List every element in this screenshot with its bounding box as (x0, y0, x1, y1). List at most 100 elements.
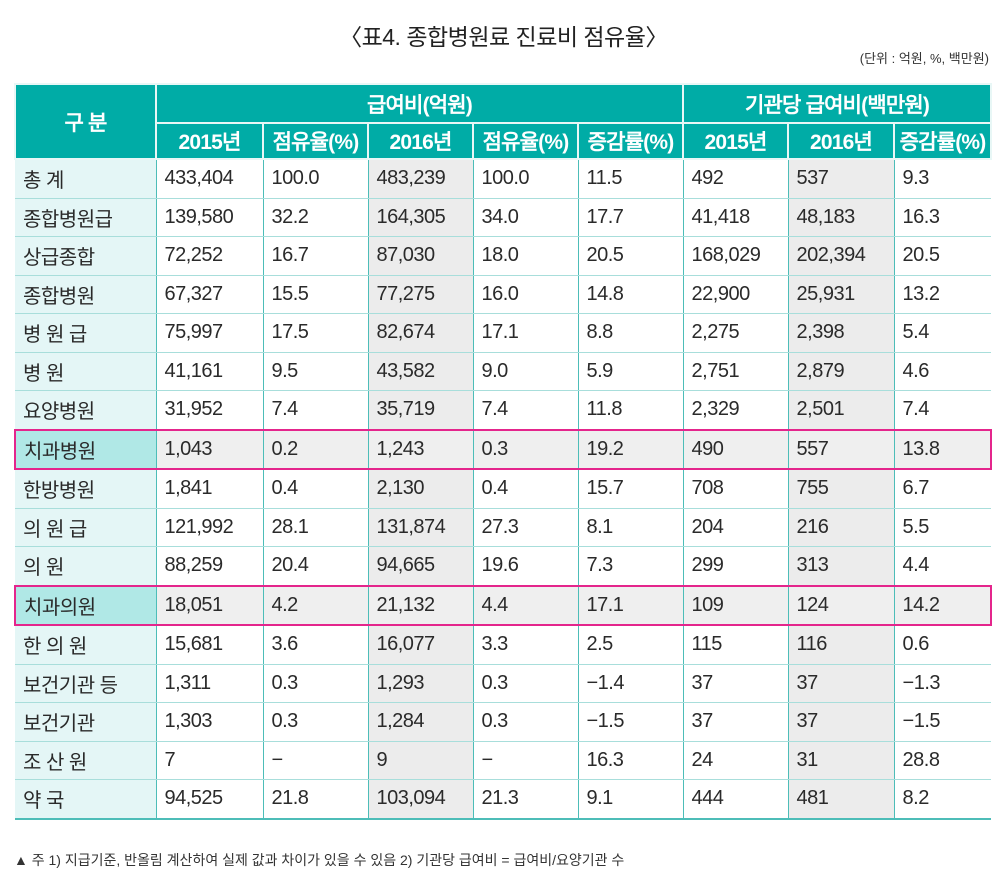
row-label: 한 의 원 (15, 625, 157, 665)
table-cell: 0.2 (262, 428, 369, 470)
table-row: 상급종합 72,252 16.7 87,030 18.0 20.5 168,029 202,3… (15, 236, 992, 276)
table-cell: 41,418 (682, 198, 789, 237)
table-cell: 8.2 (893, 779, 992, 820)
table-cell: 31 (787, 741, 895, 780)
table-cell: 0.3 (262, 702, 369, 742)
table-cell: 0.3 (472, 428, 579, 470)
table-cell: 7 (155, 741, 264, 780)
table-cell: 2,879 (787, 352, 895, 391)
table-row: 종합병원 67,327 15.5 77,275 16.0 14.8 22,900 25,931… (15, 275, 992, 314)
table-cell: 9.1 (577, 779, 684, 820)
table-cell: 0.4 (262, 469, 369, 509)
column-header: 증감률(%) (576, 122, 685, 160)
column-header: 점유율(%) (472, 122, 579, 160)
column-header: 2015년 (682, 122, 790, 160)
table-cell: 37 (787, 702, 895, 742)
table-cell: 19.6 (472, 546, 579, 586)
table-cell: 481 (787, 779, 895, 820)
table-row: 약 국 94,525 21.8 103,094 21.3 9.1 444 481 8.2 (15, 779, 992, 820)
table-cell: 0.3 (472, 702, 579, 742)
table-cell: 75,997 (155, 313, 264, 353)
table-cell: 4.4 (472, 584, 579, 626)
table-cell: 16.3 (577, 741, 684, 780)
table-cell: 37 (682, 702, 789, 742)
table-cell: 1,293 (367, 664, 474, 703)
table-cell: 0.3 (262, 664, 369, 703)
table-cell: 2,275 (682, 313, 789, 353)
table-cell: 17.7 (577, 198, 684, 237)
table-cell: − (472, 741, 579, 780)
table-cell: 3.3 (472, 625, 579, 665)
table-cell: 16,077 (367, 625, 474, 665)
table-row: 한 의 원 15,681 3.6 16,077 3.3 2.5 115 116 0.6 (15, 625, 992, 665)
table-cell: −1.5 (893, 702, 992, 742)
table-cell: 21,132 (367, 584, 474, 626)
table-row: 총 계 433,404 100.0 483,239 100.0 11.5 492 537 9.3 (15, 159, 992, 199)
row-label: 상급종합 (15, 236, 157, 276)
table-cell: 7.4 (893, 390, 992, 430)
table-cell: 32.2 (262, 198, 369, 237)
table-cell: 124 (787, 584, 895, 626)
table-cell: 22,900 (682, 275, 789, 314)
table-row: 한방병원 1,841 0.4 2,130 0.4 15.7 708 755 6.7 (15, 469, 992, 509)
table-cell: 13.8 (893, 428, 993, 470)
table-cell: 216 (787, 508, 895, 547)
table-cell: 139,580 (155, 198, 264, 237)
table-cell: 31,952 (155, 390, 264, 430)
row-label: 요양병원 (15, 390, 157, 430)
table-cell: 67,327 (155, 275, 264, 314)
table-cell: 7.4 (262, 390, 369, 430)
table-cell: 2.5 (577, 625, 684, 665)
table-cell: 7.4 (472, 390, 579, 430)
row-label: 총 계 (15, 159, 157, 199)
table-cell: 164,305 (367, 198, 474, 237)
table-cell: 2,398 (787, 313, 895, 353)
table-cell: 34.0 (472, 198, 579, 237)
table-cell: 0.3 (472, 664, 579, 703)
row-label: 약 국 (15, 779, 157, 820)
table-cell: 87,030 (367, 236, 474, 276)
table-cell: 48,183 (787, 198, 895, 237)
table-cell: 1,284 (367, 702, 474, 742)
table-cell: 8.8 (577, 313, 684, 353)
header-group-benefit: 급여비(억원) (154, 83, 685, 124)
table-cell: 1,841 (155, 469, 264, 509)
table-row: 의 원 급 121,992 28.1 131,874 27.3 8.1 204 216 5.5 (15, 508, 992, 547)
header-group-per-institution: 기관당 급여비(백만원) (682, 83, 993, 124)
table-cell: 41,161 (155, 352, 264, 391)
table-row: 조 산 원 7−9−16.3 24 31 28.8 (15, 741, 992, 780)
table-cell: 100.0 (262, 159, 369, 199)
table-cell: 16.0 (472, 275, 579, 314)
table-cell: 100.0 (472, 159, 579, 199)
table-cell: 9.3 (893, 159, 992, 199)
table-cell: 37 (682, 664, 789, 703)
table-row: 병 원 41,161 9.5 43,582 9.0 5.9 2,751 2,879 4.6 (15, 352, 992, 391)
table-cell: 9.5 (262, 352, 369, 391)
row-label: 조 산 원 (15, 741, 157, 780)
table-row: 치과병원 1,043 0.2 1,243 0.3 19.2 490 557 13.8 (14, 428, 993, 470)
table-cell: 5.4 (893, 313, 992, 353)
table-cell: 168,029 (682, 236, 789, 276)
table-cell: 20.4 (262, 546, 369, 586)
table-cell: 483,239 (367, 159, 474, 199)
table-cell: 433,404 (155, 159, 264, 199)
table-cell: 88,259 (155, 546, 264, 586)
table-cell: 2,130 (367, 469, 474, 509)
table-cell: 7.3 (577, 546, 684, 586)
table-cell: 17.5 (262, 313, 369, 353)
table-cell: 14.2 (893, 584, 993, 626)
column-header: 점유율(%) (262, 122, 369, 160)
column-header: 2016년 (367, 122, 474, 160)
table-cell: 16.3 (893, 198, 992, 237)
table-cell: 1,303 (155, 702, 264, 742)
table-cell: 18.0 (472, 236, 579, 276)
table-cell: 28.8 (893, 741, 992, 780)
table-cell: 6.7 (893, 469, 992, 509)
header-category: 구 분 (14, 83, 157, 160)
table-cell: 20.5 (893, 236, 992, 276)
table-row: 치과의원 18,051 4.2 21,132 4.4 17.1 109 124 14.2 (14, 584, 993, 626)
table-cell: 15.5 (262, 275, 369, 314)
table-cell: 77,275 (367, 275, 474, 314)
table-cell: 94,525 (155, 779, 264, 820)
table-cell: 490 (682, 428, 789, 470)
